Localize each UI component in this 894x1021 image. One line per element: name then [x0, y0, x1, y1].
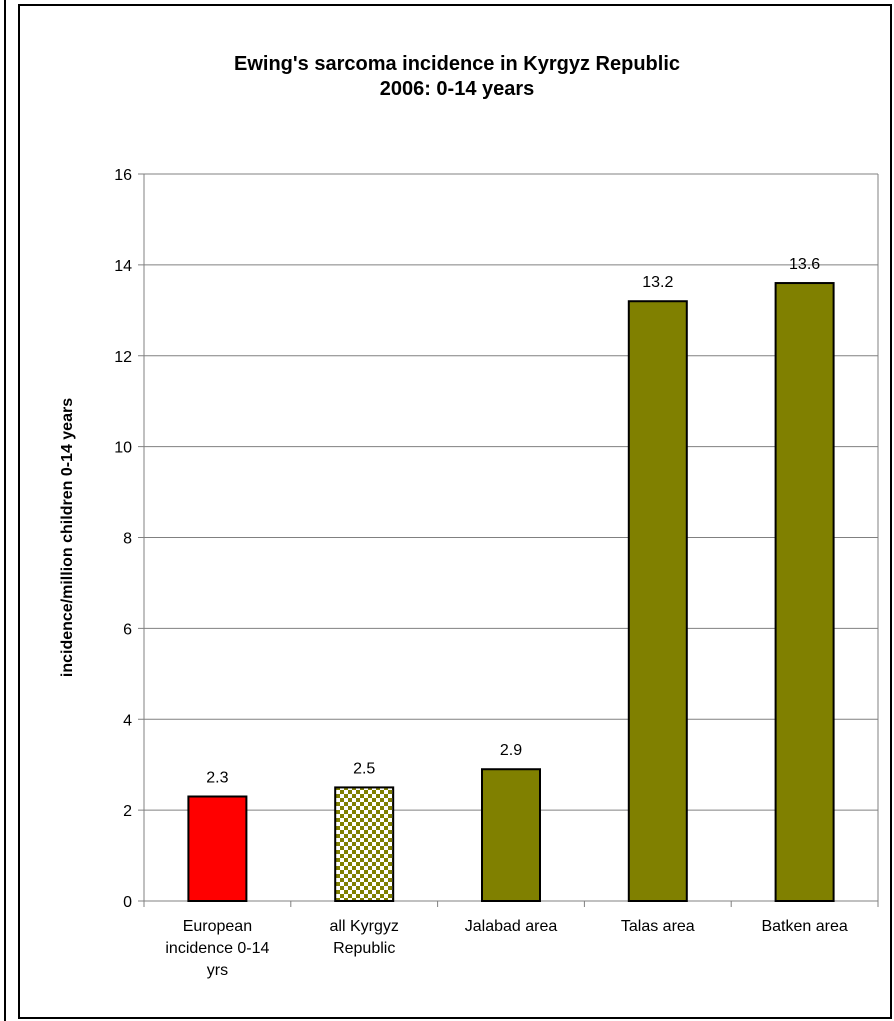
y-axis-title-text: incidence/million children 0-14 years	[59, 398, 76, 677]
bar	[774, 282, 835, 902]
chart-title-line: Ewing's sarcoma incidence in Kyrgyz Repu…	[234, 53, 680, 75]
gridlines	[144, 173, 878, 811]
data-label: 13.6	[789, 256, 820, 273]
page-left-border	[0, 0, 6, 1021]
y-tick-label: 14	[114, 258, 132, 275]
bar-chart: Ewing's sarcoma incidence in Kyrgyz Repu…	[59, 53, 879, 979]
bar	[187, 795, 248, 903]
bars	[187, 282, 835, 903]
y-tick-label: 6	[123, 621, 132, 638]
chart-title: Ewing's sarcoma incidence in Kyrgyz Repu…	[234, 53, 680, 100]
x-category-label: incidence 0-14	[165, 940, 269, 957]
y-tick-label: 16	[114, 167, 132, 184]
y-tick-label: 2	[123, 803, 132, 820]
x-category-label: all Kyrgyz	[330, 918, 399, 935]
y-tick-label: 4	[123, 712, 132, 729]
x-category-label: Batken area	[761, 918, 847, 935]
y-axis-title: incidence/million children 0-14 years	[59, 398, 76, 677]
chart-title-line: 2006: 0-14 years	[380, 78, 535, 100]
bar	[334, 786, 395, 902]
x-category-label: Jalabad area	[465, 918, 558, 935]
data-labels: 2.3 2.5 2.9 13.2 13.6	[206, 256, 820, 786]
bar	[481, 768, 541, 903]
data-label: 2.3	[206, 769, 228, 786]
x-category-label: Republic	[333, 940, 395, 957]
y-tick-label: 12	[114, 349, 132, 366]
y-tick-labels: 0 2 4 6 8 10 12 14 16	[114, 167, 132, 911]
x-category-label: yrs	[207, 962, 228, 979]
chart-frame: Ewing's sarcoma incidence in Kyrgyz Repu…	[18, 4, 892, 1019]
x-category-labels: European incidence 0-14 yrs all Kyrgyz Repub…	[165, 918, 847, 979]
x-category-label: Talas area	[621, 918, 695, 935]
data-label: 13.2	[642, 274, 673, 291]
y-tick-label: 10	[114, 440, 132, 457]
x-category-label: European	[183, 918, 252, 935]
axes	[138, 173, 879, 907]
bar	[627, 300, 688, 903]
y-tick-label: 0	[123, 894, 132, 911]
data-label: 2.9	[500, 742, 522, 759]
y-tick-label: 8	[123, 531, 132, 548]
data-label: 2.5	[353, 760, 375, 777]
